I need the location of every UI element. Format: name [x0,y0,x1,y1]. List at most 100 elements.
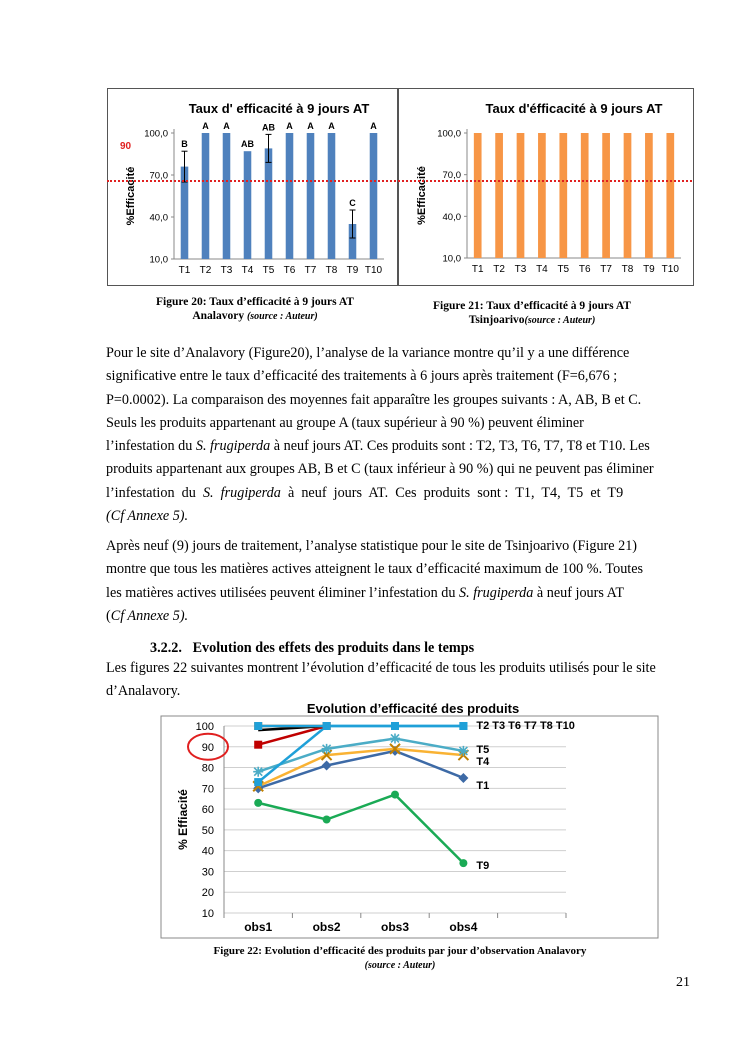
paragraph-line: produits appartenant aux groupes AB, B e… [106,461,654,478]
x-tick-label: T4 [242,265,254,276]
group-letter: AB [262,122,275,132]
figure-22-caption-source: (source : Auteur) [364,960,436,971]
bar [602,133,610,258]
paragraph-line: P=0.0002). La comparaison des moyennes f… [106,391,642,408]
y-tick-label: 40 [202,846,214,858]
data-point [391,790,399,799]
y-axis-label: %Efficacité [125,167,137,226]
figure-22-chart: Evolution d’efficacité des produits 10 20 3… [160,701,659,939]
x-tick-label: T8 [622,264,634,275]
page-number: 21 [676,975,690,990]
figure-20-caption-site: Analavory [192,310,245,322]
x-tick-label: T3 [515,264,527,275]
figure-20-caption-title: Figure 20: Taux d’efficacité à 9 jours A… [156,296,354,308]
x-tick-label: T6 [579,264,591,275]
bar [495,133,503,258]
section-title: Evolution des effets des produits dans l… [192,640,475,656]
group-letter: A [328,121,335,131]
x-tick-label: T3 [221,265,233,276]
x-tick-label: obs3 [381,920,409,934]
figure-20-caption-source: (source : Auteur) [246,311,318,322]
annex-reference: (Cf Annexe 5). [106,508,189,525]
section-number: 3.2.2. [150,640,182,656]
chart-title: Taux d'éfficacité à 9 jours AT [486,101,663,116]
x-tick-label: T10 [365,265,383,276]
data-point [253,766,264,777]
bar [264,148,273,259]
bar [538,133,546,258]
species-name: S. frugiperda [195,438,271,455]
y-tick-label: 90 [202,742,214,754]
data-point [458,772,469,783]
data-point [254,798,263,807]
section-heading: 3.2.2. Evolution des effets des produits… [150,640,474,657]
y-tick-label: 50 [202,825,214,837]
y-tick-label: 80 [202,763,214,775]
data-point [389,743,401,755]
bar [348,224,357,259]
data-point [459,859,468,868]
y-tick-label: 10,0 [150,255,169,266]
x-tick-label: obs4 [449,920,477,934]
y-tick-label: 30 [202,866,214,878]
x-tick-label: obs2 [313,920,341,934]
highlight-circle [187,732,229,761]
data-point [254,778,263,787]
y-axis-label: %Efficacité [416,166,428,225]
bar [201,133,210,259]
y-tick-label: 40,0 [443,212,462,223]
threshold-label: 90 [120,141,132,152]
x-tick-label: T4 [536,264,548,275]
x-tick-label: T2 [493,264,505,275]
text-run: l’infestation du [106,438,196,455]
data-point [459,722,468,730]
data-point [254,740,263,749]
paragraph-line: (Cf Annexe 5). [106,505,692,528]
x-tick-label: T10 [662,264,680,275]
paragraph-line: Après neuf (9) jours de traitement, l’an… [106,538,638,554]
x-tick-label: T6 [284,265,296,276]
paragraph-line: significative entre le taux d’efficacité… [106,368,618,385]
y-tick-label: 70 [202,783,214,795]
series-line [257,737,464,773]
paragraph-figures-intro: Les figures 22 suivantes montrent l’évol… [106,657,692,704]
data-point [390,733,400,744]
data-point [321,743,332,754]
bar [369,133,378,259]
y-tick-label: 60 [202,804,214,816]
y-tick-label: 100,0 [144,129,168,140]
threshold-line [107,180,692,182]
figure-21-caption: Figure 21: Taux d’efficacité à 9 jours A… [412,299,652,328]
series-line [257,724,327,746]
group-letter: AB [241,139,254,149]
bar [516,133,525,258]
figure-20-chart: Taux d' efficacité à 9 jours AT %Efficaci… [107,88,398,286]
figure-21-caption-site: Tsinjoarivo [468,314,525,326]
x-tick-label: T9 [347,265,359,276]
chart-title: Evolution d’efficacité des produits [307,701,519,716]
bar [285,133,294,259]
figure-21-caption-title: Figure 21: Taux d’efficacité à 9 jours A… [433,300,631,312]
x-tick-label: T1 [179,265,191,276]
data-point [458,745,469,756]
species-name: S. frugiperda [459,584,534,601]
series-line [257,747,464,788]
text-run: ( [106,607,111,624]
x-tick-label: T5 [263,265,275,276]
paragraph-line: Seuls les produits appartenant au groupe… [106,414,584,431]
bar [645,133,653,258]
figure-22-caption: Figure 22: Evolution d’efficacité des pr… [150,944,650,973]
text-run: l’infestation du [106,484,203,501]
series-label: T4 [476,756,490,768]
paragraph-line: les matières actives utilisées peuvent é… [106,582,692,605]
figure-22-caption-title: Figure 22: Evolution d’efficacité des pr… [213,945,587,957]
text-run: à neuf jours AT. Ces produits sont : T2,… [270,438,650,455]
series-label: T2 T3 T6 T7 T8 T10 [476,720,574,732]
paragraph-analavory: Pour le site d’Analavory (Figure20), l’a… [106,342,692,528]
paragraph-tsinjoarivo: Après neuf (9) jours de traitement, l’an… [106,535,692,628]
series-line [257,749,464,790]
figure-21-caption-source: (source : Auteur) [524,315,596,326]
text-run: à neuf jours AT. Ces produits sont : T1,… [280,484,624,501]
y-tick-label: 10 [202,908,214,920]
paragraph-line: Les figures 22 suivantes montrent l’évol… [106,660,656,676]
